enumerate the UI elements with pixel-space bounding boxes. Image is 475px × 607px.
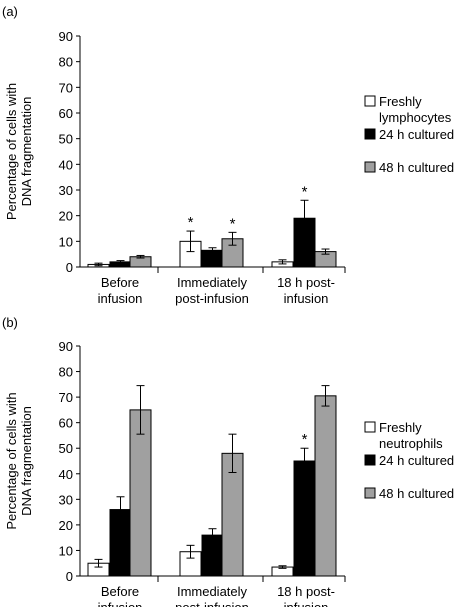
x-category-label: infusion (284, 600, 329, 607)
y-tick-label: 10 (59, 234, 73, 249)
panel-label: (a) (2, 4, 18, 19)
significance-marker: * (302, 183, 308, 200)
y-tick-label: 30 (59, 183, 73, 198)
bar (293, 460, 316, 577)
legend-label: neutrophils (379, 436, 443, 451)
y-tick-label: 40 (59, 157, 73, 172)
panel-label: (b) (2, 315, 18, 330)
y-tick-label: 40 (59, 467, 73, 482)
y-tick-label: 70 (59, 80, 73, 95)
x-category-label: Immediately (177, 584, 248, 599)
significance-marker: * (188, 214, 194, 231)
y-tick-label: 20 (59, 518, 73, 533)
x-category-label: infusion (284, 291, 329, 306)
x-category-label: Immediately (177, 275, 248, 290)
y-tick-label: 90 (59, 29, 73, 44)
legend-swatch (364, 454, 376, 466)
x-category-label: infusion (98, 291, 143, 306)
y-tick-label: 50 (59, 441, 73, 456)
x-category-label: post-infusion (175, 291, 249, 306)
legend-label: Freshly (379, 94, 422, 109)
significance-marker: * (302, 431, 308, 448)
legend-label: lymphocytes (379, 110, 452, 125)
y-axis-title: Percentage of cells with (4, 83, 19, 220)
legend-label: 24 h cultured (379, 453, 454, 468)
legend-label: Freshly (379, 420, 422, 435)
x-category-label: post-infusion (175, 600, 249, 607)
y-tick-label: 10 (59, 543, 73, 558)
y-tick-label: 80 (59, 55, 73, 70)
y-tick-label: 0 (66, 569, 73, 584)
x-category-label: 18 h post- (277, 275, 335, 290)
bar (129, 409, 152, 577)
y-axis-title: DNA fragmentation (19, 97, 34, 207)
y-tick-label: 60 (59, 106, 73, 121)
y-tick-label: 60 (59, 416, 73, 431)
legend-label: 24 h cultured (379, 127, 454, 142)
y-tick-label: 50 (59, 132, 73, 147)
y-axis-title: DNA fragmentation (19, 406, 34, 516)
significance-marker: * (230, 215, 236, 232)
x-category-label: infusion (98, 600, 143, 607)
y-axis-title: Percentage of cells with (4, 392, 19, 529)
x-category-label: Before (101, 275, 139, 290)
y-tick-label: 0 (66, 260, 73, 275)
y-tick-label: 20 (59, 209, 73, 224)
legend-swatch (364, 161, 376, 173)
legend-label: 48 h cultured (379, 486, 454, 501)
x-category-label: 18 h post- (277, 584, 335, 599)
y-tick-label: 70 (59, 390, 73, 405)
y-tick-label: 90 (59, 339, 73, 354)
legend-swatch (364, 128, 376, 140)
y-tick-label: 80 (59, 365, 73, 380)
y-tick-label: 30 (59, 492, 73, 507)
legend-swatch (364, 421, 376, 433)
x-category-label: Before (101, 584, 139, 599)
legend-label: 48 h cultured (379, 160, 454, 175)
legend-swatch (364, 487, 376, 499)
legend-swatch (364, 95, 376, 107)
bar (314, 395, 337, 577)
